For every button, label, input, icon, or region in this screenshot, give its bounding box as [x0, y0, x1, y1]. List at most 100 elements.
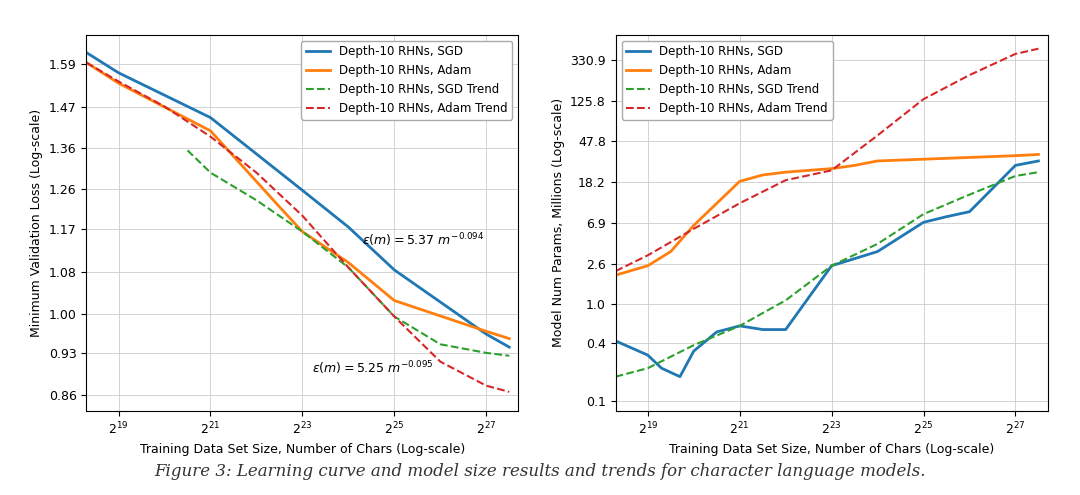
Depth-10 RHNs, Adam — [388, 297, 401, 303]
Depth-10 RHNs, Adam — [112, 80, 125, 86]
Depth-10 RHNs, SGD — [480, 331, 492, 337]
Depth-10 RHNs, Adam Trend — [342, 264, 355, 270]
Text: Figure 3: Learning curve and model size results and trends for character languag: Figure 3: Learning curve and model size … — [154, 463, 926, 480]
Depth-10 RHNs, SGD — [917, 219, 930, 225]
Depth-10 RHNs, Adam — [848, 162, 861, 168]
Depth-10 RHNs, SGD Trend — [434, 341, 447, 347]
Depth-10 RHNs, SGD Trend — [1031, 169, 1044, 175]
Depth-10 RHNs, SGD — [642, 352, 654, 358]
Line: Depth-10 RHNs, SGD Trend: Depth-10 RHNs, SGD Trend — [188, 150, 509, 356]
Depth-10 RHNs, SGD Trend — [480, 350, 492, 356]
Legend: Depth-10 RHNs, SGD, Depth-10 RHNs, Adam, Depth-10 RHNs, SGD Trend, Depth-10 RHNs: Depth-10 RHNs, SGD, Depth-10 RHNs, Adam,… — [621, 41, 833, 120]
Depth-10 RHNs, SGD Trend — [342, 264, 355, 270]
Line: Depth-10 RHNs, Adam Trend: Depth-10 RHNs, Adam Trend — [86, 62, 509, 392]
Depth-10 RHNs, Adam — [664, 248, 677, 254]
Depth-10 RHNs, SGD Trend — [609, 374, 622, 380]
Depth-10 RHNs, Adam Trend — [825, 167, 838, 173]
Depth-10 RHNs, Adam — [733, 178, 746, 184]
Depth-10 RHNs, SGD — [609, 338, 622, 344]
Depth-10 RHNs, Adam Trend — [872, 133, 885, 139]
Line: Depth-10 RHNs, SGD: Depth-10 RHNs, SGD — [616, 161, 1038, 377]
Depth-10 RHNs, SGD — [1009, 162, 1022, 168]
X-axis label: Training Data Set Size, Number of Chars (Log-scale): Training Data Set Size, Number of Chars … — [669, 443, 995, 456]
Depth-10 RHNs, Adam — [825, 166, 838, 172]
Depth-10 RHNs, SGD — [112, 70, 125, 76]
Depth-10 RHNs, SGD Trend — [181, 148, 194, 153]
Depth-10 RHNs, Adam Trend — [733, 200, 746, 206]
Depth-10 RHNs, SGD — [342, 224, 355, 230]
Depth-10 RHNs, Adam Trend — [779, 177, 792, 183]
Depth-10 RHNs, SGD — [674, 374, 687, 380]
Depth-10 RHNs, Adam Trend — [434, 359, 447, 365]
Depth-10 RHNs, Adam — [756, 172, 769, 178]
Depth-10 RHNs, SGD Trend — [249, 198, 262, 203]
Depth-10 RHNs, SGD — [204, 115, 217, 121]
Depth-10 RHNs, Adam — [779, 169, 792, 175]
Depth-10 RHNs, SGD — [747, 325, 760, 331]
Depth-10 RHNs, Adam — [296, 229, 309, 235]
Depth-10 RHNs, Adam Trend — [480, 383, 492, 389]
Line: Depth-10 RHNs, Adam Trend: Depth-10 RHNs, Adam Trend — [616, 49, 1038, 271]
Line: Depth-10 RHNs, Adam: Depth-10 RHNs, Adam — [616, 154, 1038, 275]
Depth-10 RHNs, Adam Trend — [388, 313, 401, 319]
Depth-10 RHNs, SGD — [733, 323, 746, 329]
Depth-10 RHNs, SGD Trend — [642, 365, 654, 371]
Depth-10 RHNs, SGD — [656, 365, 669, 371]
Depth-10 RHNs, SGD Trend — [204, 170, 217, 176]
Y-axis label: Minimum Validation Loss (Log-scale): Minimum Validation Loss (Log-scale) — [30, 109, 43, 337]
Depth-10 RHNs, Adam — [609, 272, 622, 278]
Depth-10 RHNs, SGD — [872, 248, 885, 254]
Depth-10 RHNs, SGD Trend — [733, 323, 746, 329]
Depth-10 RHNs, Adam — [802, 167, 815, 173]
Depth-10 RHNs, Adam — [687, 222, 700, 228]
Depth-10 RHNs, Adam Trend — [642, 252, 654, 258]
Depth-10 RHNs, SGD — [1031, 158, 1044, 164]
X-axis label: Training Data Set Size, Number of Chars (Log-scale): Training Data Set Size, Number of Chars … — [139, 443, 465, 456]
Depth-10 RHNs, SGD Trend — [825, 263, 838, 269]
Depth-10 RHNs, Adam Trend — [963, 72, 976, 78]
Depth-10 RHNs, SGD — [711, 329, 724, 335]
Depth-10 RHNs, Adam — [642, 263, 654, 269]
Line: Depth-10 RHNs, SGD Trend: Depth-10 RHNs, SGD Trend — [616, 172, 1038, 377]
Depth-10 RHNs, SGD — [296, 187, 309, 193]
Depth-10 RHNs, SGD Trend — [388, 313, 401, 319]
Depth-10 RHNs, SGD — [779, 327, 792, 333]
Depth-10 RHNs, Adam — [204, 128, 217, 134]
Depth-10 RHNs, Adam Trend — [687, 226, 700, 232]
Depth-10 RHNs, SGD — [388, 267, 401, 273]
Depth-10 RHNs, Adam — [1031, 151, 1044, 157]
Depth-10 RHNs, SGD Trend — [296, 229, 309, 235]
Depth-10 RHNs, Adam — [480, 328, 492, 334]
Depth-10 RHNs, Adam Trend — [1009, 51, 1022, 57]
Depth-10 RHNs, SGD Trend — [963, 192, 976, 198]
Depth-10 RHNs, Adam — [80, 59, 93, 65]
Depth-10 RHNs, SGD — [756, 327, 769, 333]
Text: $\varepsilon(m) = 5.25\ m^{-0.095}$: $\varepsilon(m) = 5.25\ m^{-0.095}$ — [312, 359, 433, 377]
Depth-10 RHNs, Adam — [872, 158, 885, 164]
Depth-10 RHNs, SGD Trend — [687, 342, 700, 348]
Depth-10 RHNs, Adam — [1009, 153, 1022, 159]
Depth-10 RHNs, Adam Trend — [296, 213, 309, 219]
Depth-10 RHNs, SGD — [80, 50, 93, 55]
Depth-10 RHNs, Adam Trend — [249, 170, 262, 176]
Depth-10 RHNs, Adam Trend — [204, 134, 217, 140]
Depth-10 RHNs, SGD Trend — [502, 353, 515, 359]
Text: $\varepsilon(m) = 5.37\ m^{-0.094}$: $\varepsilon(m) = 5.37\ m^{-0.094}$ — [362, 232, 485, 249]
Depth-10 RHNs, Adam Trend — [502, 389, 515, 395]
Depth-10 RHNs, SGD Trend — [779, 297, 792, 303]
Depth-10 RHNs, SGD — [963, 209, 976, 215]
Depth-10 RHNs, SGD — [940, 214, 953, 220]
Depth-10 RHNs, Adam Trend — [80, 59, 93, 65]
Depth-10 RHNs, SGD Trend — [917, 211, 930, 217]
Depth-10 RHNs, SGD Trend — [1009, 173, 1022, 179]
Depth-10 RHNs, Adam Trend — [158, 103, 171, 109]
Depth-10 RHNs, SGD — [825, 263, 838, 269]
Line: Depth-10 RHNs, Adam: Depth-10 RHNs, Adam — [86, 62, 509, 339]
Depth-10 RHNs, SGD — [502, 344, 515, 350]
Legend: Depth-10 RHNs, SGD, Depth-10 RHNs, Adam, Depth-10 RHNs, SGD Trend, Depth-10 RHNs: Depth-10 RHNs, SGD, Depth-10 RHNs, Adam,… — [301, 41, 513, 120]
Depth-10 RHNs, Adam — [273, 204, 286, 210]
Depth-10 RHNs, SGD — [687, 348, 700, 354]
Line: Depth-10 RHNs, SGD: Depth-10 RHNs, SGD — [86, 52, 509, 347]
Depth-10 RHNs, Adam Trend — [917, 96, 930, 102]
Depth-10 RHNs, SGD Trend — [872, 241, 885, 247]
